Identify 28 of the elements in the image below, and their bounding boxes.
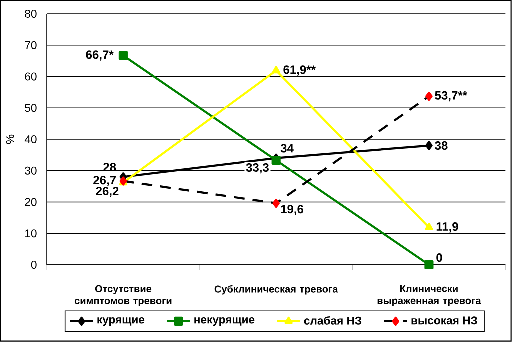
y-tick-label: 40 bbox=[24, 135, 37, 144]
data-label: 34 bbox=[280, 144, 294, 153]
legend-label: слабая НЗ bbox=[304, 316, 362, 325]
data-label: 53,7** bbox=[435, 91, 468, 102]
x-tick-label: Отсутствие симптомов тревоги bbox=[74, 285, 172, 306]
data-label: 38 bbox=[435, 142, 448, 150]
data-label: 11,9 bbox=[436, 222, 458, 233]
data-label: 26,7 bbox=[94, 176, 116, 186]
y-tick-label: 70 bbox=[25, 41, 37, 50]
legend-label: высокая НЗ bbox=[412, 316, 478, 325]
data-label: 33,3 bbox=[246, 163, 269, 174]
y-axis-title: % bbox=[6, 134, 14, 144]
legend-label: курящие bbox=[98, 318, 145, 326]
y-tick-label: 80 bbox=[25, 10, 37, 18]
data-label: 26,2 bbox=[96, 187, 119, 198]
y-tick-label: 0 bbox=[31, 260, 37, 269]
y-tick-label: 50 bbox=[25, 104, 37, 112]
legend-label: некурящие bbox=[194, 318, 255, 326]
x-tick-label: Клинически выраженная тревога bbox=[378, 285, 482, 306]
data-label: 61,9** bbox=[284, 66, 316, 76]
y-tick-label: 20 bbox=[25, 198, 37, 206]
y-tick-label: 10 bbox=[26, 230, 37, 238]
data-label: 19,6 bbox=[281, 205, 304, 216]
y-tick-label: 60 bbox=[25, 72, 37, 81]
y-tick-label: 30 bbox=[25, 166, 37, 175]
x-tick-label: Субклиническая тревога bbox=[214, 285, 338, 295]
data-label: 0 bbox=[436, 254, 442, 262]
data-label: 66,7* bbox=[86, 50, 114, 61]
